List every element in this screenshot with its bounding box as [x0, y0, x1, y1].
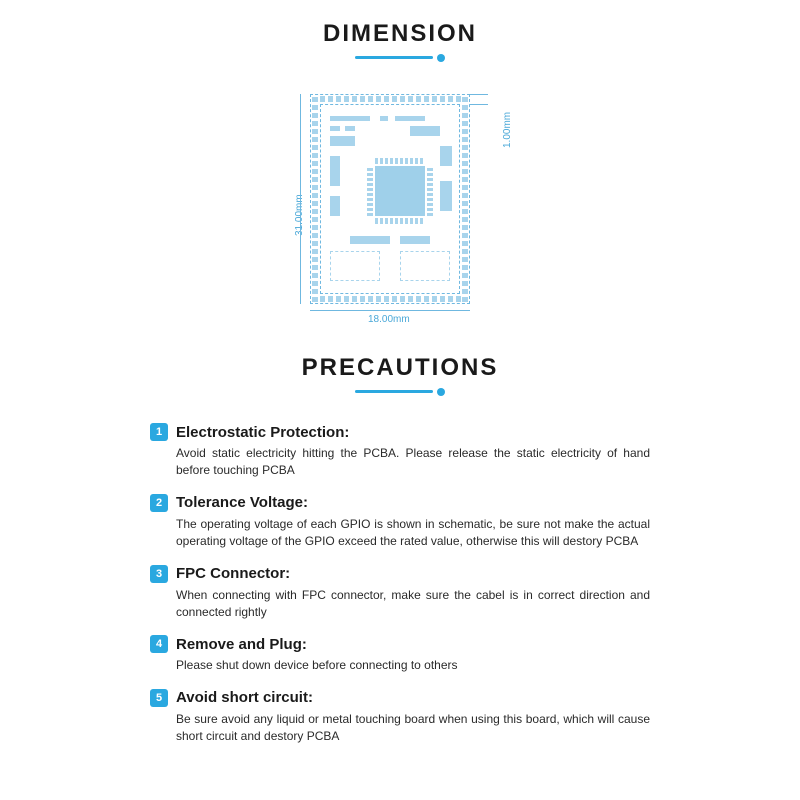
precaution-number: 2	[150, 494, 168, 512]
pcb-comp	[380, 116, 388, 121]
dim-height-line	[300, 94, 301, 304]
precaution-number: 5	[150, 689, 168, 707]
precautions-underline	[0, 386, 800, 398]
chip-pins-left	[367, 166, 373, 216]
dim-margin-line-1	[470, 94, 488, 95]
pcb-comp	[440, 146, 452, 166]
pcb-comp	[440, 181, 452, 211]
pcb-comp	[330, 196, 340, 216]
dim-margin-label: 1.00mm	[502, 112, 513, 148]
pcb-pads-right	[462, 96, 468, 302]
precaution-body: Avoid static electricity hitting the PCB…	[150, 445, 650, 480]
precaution-body: Be sure avoid any liquid or metal touchi…	[150, 711, 650, 746]
precaution-number: 3	[150, 565, 168, 583]
pcb-chip	[375, 166, 425, 216]
dim-margin-line-2	[470, 104, 488, 105]
precaution-item: 3 FPC Connector: When connecting with FP…	[150, 565, 650, 622]
precaution-item: 4 Remove and Plug: Please shut down devi…	[150, 635, 650, 674]
dim-width-label: 18.00mm	[368, 314, 410, 325]
precaution-body: When connecting with FPC connector, make…	[150, 587, 650, 622]
precautions-list: 1 Electrostatic Protection: Avoid static…	[150, 423, 650, 746]
precaution-heading: Electrostatic Protection:	[176, 424, 349, 441]
pcb-pads-left	[312, 96, 318, 302]
pcb-comp	[410, 126, 440, 136]
precaution-number: 4	[150, 635, 168, 653]
pcb-comp	[330, 136, 355, 146]
pcb-comp	[400, 236, 430, 244]
pcb-comp	[395, 116, 425, 121]
dimension-diagram: 31.00mm 1.00mm 18.00mm	[250, 86, 550, 336]
precaution-heading: Avoid short circuit:	[176, 689, 313, 706]
precaution-number: 1	[150, 423, 168, 441]
pcb-comp	[330, 251, 380, 281]
pcb-comp	[330, 126, 340, 131]
dimension-underline	[0, 52, 800, 64]
pcb-comp	[350, 236, 390, 244]
pcb-comp	[400, 251, 450, 281]
chip-pins-top	[375, 158, 425, 164]
pcb-comp	[345, 126, 355, 131]
precaution-item: 5 Avoid short circuit: Be sure avoid any…	[150, 689, 650, 746]
precaution-item: 2 Tolerance Voltage: The operating volta…	[150, 494, 650, 551]
precaution-item: 1 Electrostatic Protection: Avoid static…	[150, 423, 650, 480]
dimension-title: DIMENSION	[0, 20, 800, 48]
precaution-heading: FPC Connector:	[176, 565, 290, 582]
precaution-body: Please shut down device before connectin…	[150, 657, 650, 674]
precaution-heading: Remove and Plug:	[176, 636, 307, 653]
pcb-pads-bottom	[312, 296, 468, 302]
pcb-comp	[330, 156, 340, 186]
page: DIMENSION 31.00mm 1.00mm 18.00mm	[0, 0, 800, 746]
chip-pins-bottom	[375, 218, 425, 224]
precaution-body: The operating voltage of each GPIO is sh…	[150, 516, 650, 551]
pcb-pads-top	[312, 96, 468, 102]
precautions-title: PRECAUTIONS	[0, 354, 800, 382]
chip-pins-right	[427, 166, 433, 216]
dim-width-line	[310, 310, 470, 311]
precaution-heading: Tolerance Voltage:	[176, 494, 308, 511]
pcb-comp	[330, 116, 370, 121]
